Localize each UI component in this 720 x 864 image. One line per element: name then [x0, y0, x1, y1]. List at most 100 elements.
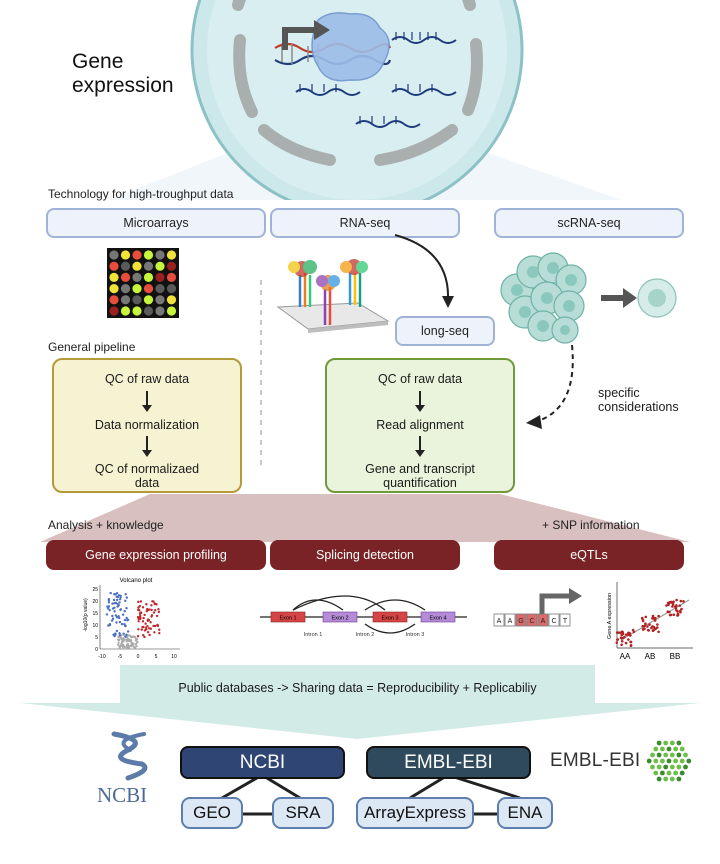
microarray-spot [132, 250, 142, 260]
scrnaseq-cells-illustration [500, 252, 677, 344]
volcano-point [128, 639, 132, 642]
embl-logo-dot [650, 752, 655, 758]
eqtl-point [620, 630, 624, 633]
eqtl-point [629, 640, 633, 644]
volcano-point [127, 646, 131, 649]
volcano-point [126, 646, 129, 649]
volcano-point [123, 609, 126, 613]
embl-logo-dot [656, 740, 662, 746]
geo-box: GEO [181, 797, 243, 829]
eqtl-point [632, 630, 636, 634]
embl-logo-dot [683, 752, 688, 758]
exon-label: Exon 2 [331, 616, 348, 622]
embl-ebi-logo-text: EMBL-EBI [550, 750, 641, 771]
microarray-spot [120, 295, 131, 305]
microarray-spot [143, 306, 154, 316]
arrayexpress-box: ArrayExpress [356, 797, 474, 829]
eqtl-plot: Gene A expression AA AB BB [607, 582, 693, 661]
pipeline-left-box: QC of raw data Data normalization QC of … [52, 358, 242, 493]
technology-section-label: Technology for high-troughput data [48, 187, 234, 201]
genotype-label: BB [670, 652, 681, 661]
exon-label: Exon 1 [279, 616, 296, 622]
volcano-point [122, 632, 125, 635]
microarray-spot [143, 284, 154, 294]
volcano-point [157, 610, 161, 614]
volcano-xtick: -5 [118, 654, 123, 660]
volcano-point [124, 624, 127, 628]
eqtl-point [615, 641, 619, 644]
volcano-point [136, 635, 140, 638]
embl-logo-dot [669, 752, 675, 758]
microarray-spot [155, 306, 165, 316]
eqtl-point [620, 639, 624, 643]
analysis-section-label: Analysis + knowledge [48, 518, 164, 532]
eqtl-point [651, 629, 655, 633]
splicing-detection-box: Splicing detection [270, 540, 460, 570]
eqtl-point [676, 610, 679, 613]
right-arrow-2 [415, 436, 425, 457]
volcano-point [105, 613, 109, 616]
volcano-point [150, 614, 154, 617]
volcano-point [126, 618, 130, 622]
snp-cell [559, 613, 571, 627]
ncbi-helix-logo [111, 731, 148, 781]
eqtl-point [621, 632, 624, 636]
volcano-point [111, 602, 114, 605]
microarray-spot [143, 250, 154, 260]
volcano-point [132, 635, 135, 638]
snp-letter: C [551, 618, 556, 625]
eqtl-point [616, 638, 619, 641]
microarray-spot [109, 295, 119, 305]
volcano-point [117, 641, 120, 644]
snp-letter: G [518, 618, 523, 625]
snp-cell [526, 613, 538, 627]
volcano-point [126, 636, 129, 640]
eqtl-point [654, 627, 657, 631]
snp-cell [504, 613, 516, 627]
snp-cell [537, 613, 549, 627]
intron-label: Intron 3 [406, 632, 425, 638]
embl-logo-dot [663, 740, 669, 746]
eqtl-point [671, 603, 675, 606]
exon-label: Exon 3 [381, 616, 398, 622]
eqtl-point [657, 630, 660, 634]
volcano-point [149, 621, 152, 624]
volcano-point [134, 643, 137, 646]
volcano-point [137, 628, 140, 631]
eqtl-point [648, 623, 651, 626]
volcano-point [118, 601, 121, 604]
volcano-point [114, 614, 118, 617]
volcano-point [144, 622, 147, 625]
volcano-point [123, 645, 126, 648]
microarray-spot [155, 295, 165, 305]
right-arrow-1 [415, 391, 425, 412]
eqtl-point [644, 615, 648, 619]
embl-logo-dot [669, 764, 675, 770]
embl-logo-dot [673, 770, 678, 776]
volcano-point [138, 617, 142, 621]
volcano-point [116, 595, 120, 599]
databases-banner-text: Public databases -> Sharing data = Repro… [178, 681, 537, 695]
volcano-title: Volcano plot [120, 578, 153, 584]
exon-label: Exon 4 [429, 616, 446, 622]
volcano-point [115, 598, 119, 602]
volcano-point [138, 609, 141, 612]
rnaseq-box: RNA-seq [270, 208, 460, 238]
volcano-point [139, 611, 143, 614]
embl-logo-dot [666, 746, 672, 752]
genotype-label: AA [620, 652, 631, 661]
genotype-label: AB [645, 652, 656, 661]
ncbi-logo-text: NCBI [97, 783, 148, 807]
volcano-point [126, 639, 130, 642]
embl-ebi-box: EMBL-EBI [366, 746, 531, 779]
volcano-point [146, 619, 149, 622]
eqtl-point [629, 634, 632, 637]
volcano-point [131, 644, 135, 647]
eqtl-point [615, 631, 619, 634]
volcano-point [153, 608, 157, 612]
eqtl-point [680, 607, 683, 611]
eqtl-point [641, 624, 645, 628]
snp-letter: T [563, 618, 568, 625]
volcano-ytick: 25 [92, 587, 98, 593]
eqtl-point [651, 614, 655, 618]
